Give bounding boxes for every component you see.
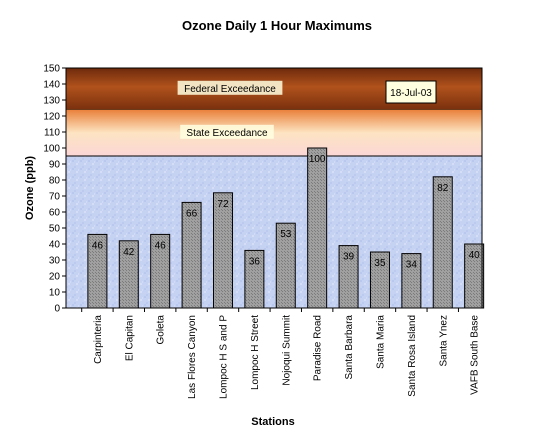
bar-11 — [432, 176, 453, 309]
category-label-0: Carpinteria — [93, 315, 104, 364]
category-label-12: VAFB South Base — [470, 315, 481, 395]
y-tick-label: 140 — [43, 80, 60, 91]
data-label-4: 72 — [217, 199, 229, 210]
data-label-12: 40 — [469, 250, 481, 261]
federal-exceedance-band-label: Federal Exceedance — [184, 84, 276, 95]
y-tick-label: 10 — [49, 288, 61, 299]
y-tick-label: 130 — [43, 96, 60, 107]
y-tick-label: 120 — [43, 112, 60, 123]
y-tick-label: 100 — [43, 144, 60, 155]
category-label-7: Paradise Road — [313, 315, 324, 381]
data-label-8: 39 — [343, 252, 355, 263]
bar-7 — [307, 147, 328, 309]
category-label-2: Goleta — [156, 315, 167, 345]
data-label-9: 35 — [374, 258, 386, 269]
y-tick-label: 150 — [43, 64, 60, 75]
data-label-0: 46 — [92, 240, 104, 251]
date-box-frame — [385, 80, 437, 104]
plot-border — [65, 67, 483, 309]
data-label-3: 66 — [186, 208, 198, 219]
data-label-10: 34 — [406, 260, 418, 271]
category-label-10: Santa Rosa Island — [407, 315, 418, 397]
category-label-4: Lompoc H S and P — [218, 315, 229, 399]
category-label-3: Las Flores Canyon — [187, 315, 198, 399]
state-exceedance-band — [66, 109, 482, 156]
x-axis-title: Stations — [251, 416, 294, 428]
y-tick-label: 40 — [49, 240, 61, 251]
category-label-1: El Capitan — [124, 315, 135, 361]
y-tick-label: 110 — [44, 128, 60, 139]
data-label-5: 36 — [249, 256, 261, 267]
federal-exceedance-band-label-bg — [177, 80, 283, 95]
data-label-11: 82 — [437, 183, 449, 194]
chart-title: Ozone Daily 1 Hour Maximums — [182, 18, 372, 33]
category-label-8: Santa Barbara — [344, 315, 355, 380]
bar-4 — [212, 192, 233, 309]
y-tick-label: 60 — [49, 208, 61, 219]
y-tick-label: 90 — [49, 160, 61, 171]
y-tick-label: 0 — [54, 304, 60, 315]
data-label-2: 46 — [155, 240, 167, 251]
category-label-5: Lompoc H Street — [250, 315, 261, 390]
data-label-6: 53 — [280, 229, 292, 240]
y-tick-label: 20 — [49, 272, 61, 283]
y-axis-title: Ozone (ppb) — [24, 156, 36, 220]
y-tick-label: 30 — [49, 256, 61, 267]
y-tick-label: 80 — [49, 176, 61, 187]
y-tick-label: 50 — [49, 224, 61, 235]
category-label-6: Nojoqui Summit — [281, 315, 292, 386]
date-label: 18-Jul-03 — [390, 88, 432, 99]
category-label-11: Santa Ynez — [438, 315, 449, 367]
state-exceedance-band-label-bg — [180, 124, 274, 139]
state-exceedance-band-label: State Exceedance — [186, 128, 268, 139]
data-label-7: 100 — [309, 154, 326, 165]
data-label-1: 42 — [123, 247, 135, 258]
date-box: 18-Jul-03 — [385, 80, 437, 104]
category-label-9: Santa Maria — [375, 315, 386, 369]
y-tick-label: 70 — [49, 192, 61, 203]
